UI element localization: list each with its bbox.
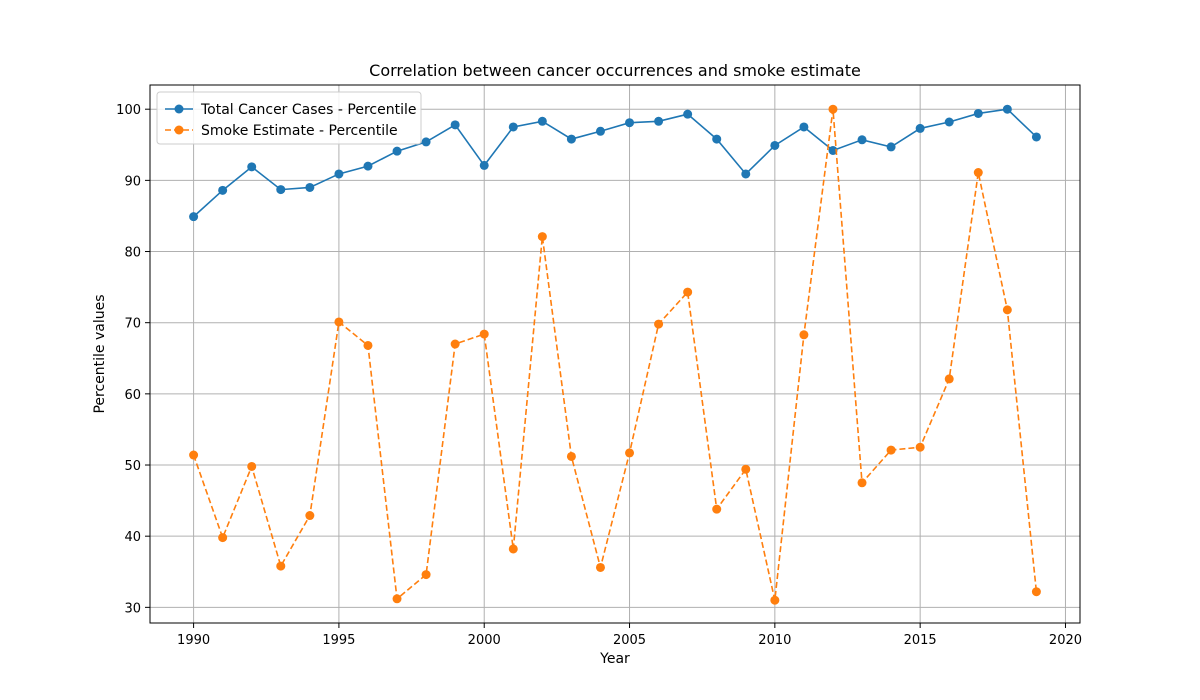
data-point [334,317,344,327]
legend: Total Cancer Cases - Percentile Smoke Est… [156,91,422,145]
legend-marker [174,104,184,114]
data-point [973,108,983,118]
data-point [479,160,489,170]
data-point [944,374,954,384]
data-point [683,287,693,297]
x-tick-label: 2005 [613,633,646,648]
legend-box [156,91,422,145]
axis-ticks: 1990 1995 2000 2005 2010 2015 2020 30 40 50 60 70 80… [116,103,1082,648]
x-tick-label: 2000 [468,633,501,648]
data-point [276,185,286,195]
data-point [334,169,344,179]
data-point [857,478,867,488]
data-point [450,120,460,130]
x-tick-label: 2015 [904,633,937,648]
grid-lines [150,85,1080,623]
data-point [770,595,780,605]
data-point [857,135,867,145]
data-point [683,109,693,119]
data-point [508,122,518,132]
data-point [625,118,635,128]
x-tick-label: 2010 [758,633,791,648]
data-point [247,461,257,471]
data-point [770,140,780,150]
data-point [566,451,576,461]
data-point [276,561,286,571]
y-tick-label: 80 [124,246,141,261]
series-line [192,109,1038,601]
data-point [973,168,983,178]
data-point [712,504,722,514]
data-point [828,145,838,155]
data-point [421,137,431,147]
data-point [915,123,925,133]
data-point [247,162,257,172]
legend-label: Total Cancer Cases - Percentile [200,102,416,118]
y-tick-label: 30 [124,601,141,616]
data-point [595,126,605,136]
data-point [218,533,228,543]
y-axis-label: Percentile values [92,294,108,413]
y-tick-label: 60 [124,388,141,403]
data-point [508,544,518,554]
series-layer [189,104,1041,605]
plot-frame [149,84,1081,624]
series-2 [189,104,1041,605]
data-point [1031,587,1041,597]
chart-title: Correlation between cancer occurrences a… [369,61,861,80]
legend-marker [174,125,184,135]
data-point [537,116,547,126]
data-point [915,442,925,452]
y-tick-label: 70 [124,317,141,332]
data-point [625,448,635,458]
data-point [654,116,664,126]
data-point [944,117,954,127]
data-point [450,339,460,349]
data-point [828,104,838,114]
data-point [886,445,896,455]
data-point [799,122,809,132]
y-tick-label: 50 [124,459,141,474]
y-tick-label: 90 [124,174,141,189]
data-point [363,161,373,171]
x-tick-label: 2020 [1049,633,1082,648]
data-point [886,142,896,152]
x-tick-label: 1990 [177,633,210,648]
data-point [189,212,199,222]
x-axis-label: Year [599,651,630,667]
data-point [479,329,489,339]
data-point [1002,305,1012,315]
data-point [363,340,373,350]
y-tick-label: 40 [124,530,141,545]
data-point [218,185,228,195]
data-point [566,134,576,144]
x-tick-label: 1995 [322,633,355,648]
data-point [189,450,199,460]
data-point [1031,132,1041,142]
data-point [595,562,605,572]
data-point [712,134,722,144]
data-point [654,319,664,329]
data-point [392,146,402,156]
data-point [1002,104,1012,114]
data-point [305,182,315,192]
series-1 [189,104,1041,222]
series-line [193,108,1037,218]
data-point [799,330,809,340]
data-point [392,594,402,604]
legend-label: Smoke Estimate - Percentile [201,123,398,139]
data-point [741,169,751,179]
data-point [537,232,547,242]
y-tick-label: 100 [116,103,141,118]
data-point [305,511,315,521]
data-point [421,570,431,580]
data-point [741,464,751,474]
